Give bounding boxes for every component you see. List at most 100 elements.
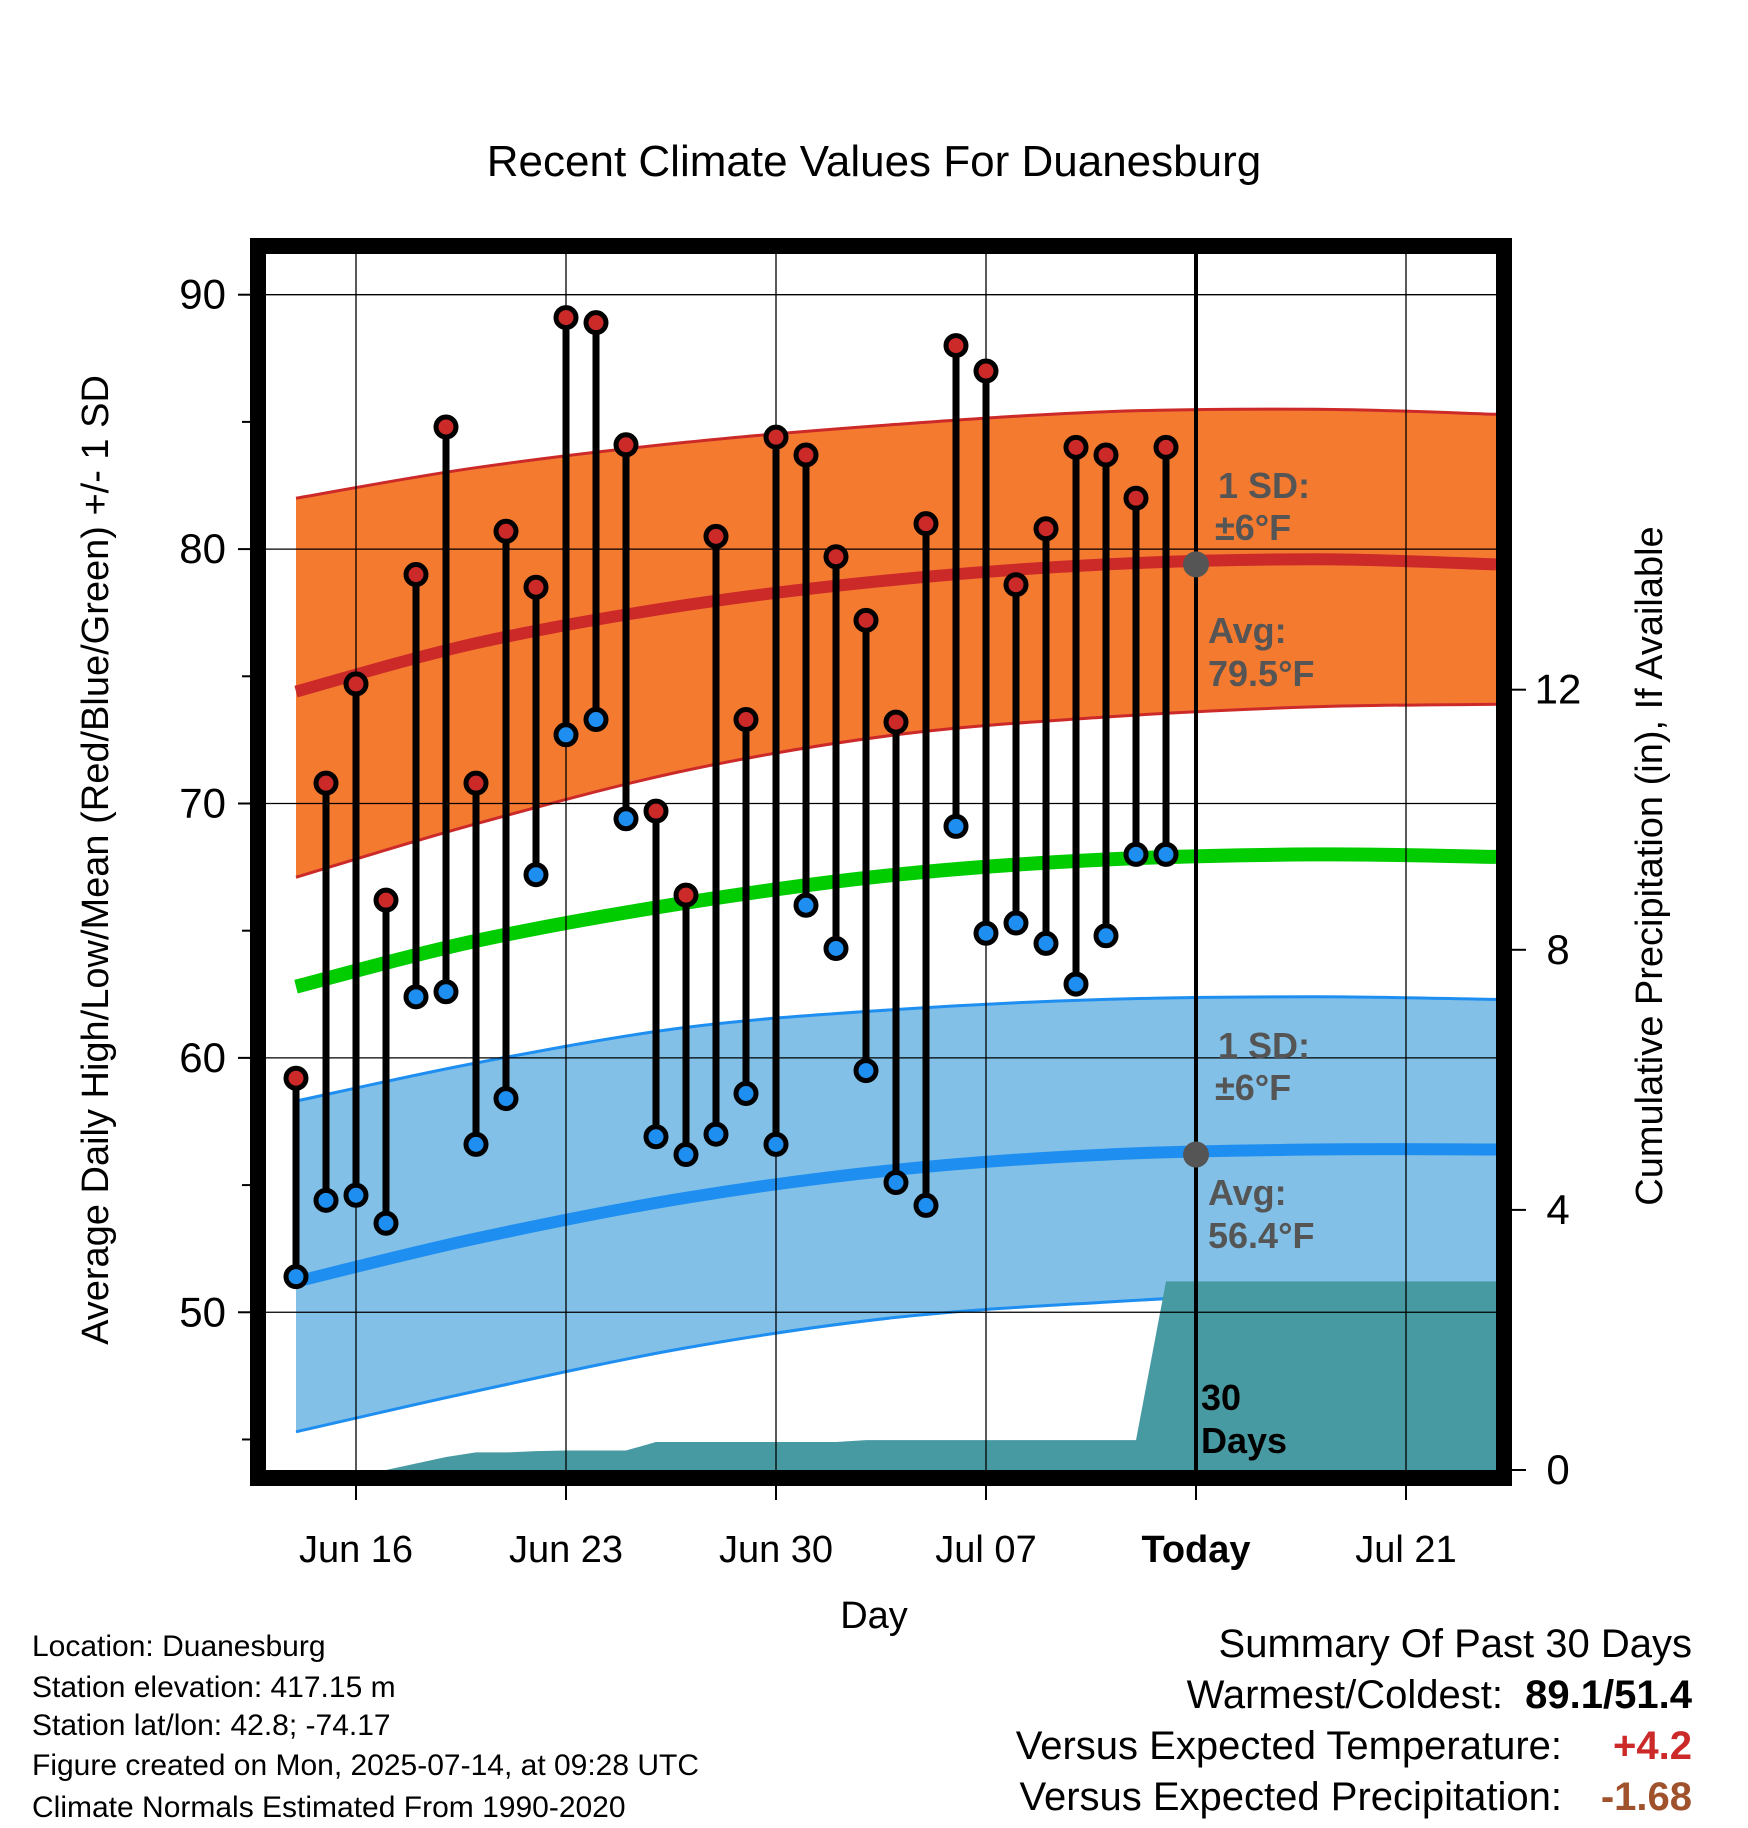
daily-high-point bbox=[1123, 485, 1149, 511]
daily-low-point bbox=[1093, 923, 1119, 949]
info-location: Location: Duanesburg bbox=[32, 1630, 326, 1663]
daily-low-point bbox=[433, 979, 459, 1005]
daily-low-point bbox=[1153, 841, 1179, 867]
daily-low-point bbox=[763, 1131, 789, 1157]
daily-high-point bbox=[433, 414, 459, 440]
info-latlon: Station lat/lon: 42.8; -74.17 bbox=[32, 1709, 391, 1742]
low-sd-label: 1 SD: bbox=[1218, 1025, 1310, 1066]
daily-low-point bbox=[943, 813, 969, 839]
daily-high-point bbox=[703, 523, 729, 549]
y2-tick-label: 8 bbox=[1546, 926, 1569, 973]
daily-high-point bbox=[373, 887, 399, 913]
temp-label: Versus Expected Temperature: bbox=[1015, 1724, 1562, 1768]
daily-low-point bbox=[823, 935, 849, 961]
y2-tick-label: 12 bbox=[1535, 666, 1582, 713]
daily-high-point bbox=[493, 518, 519, 544]
daily-low-point bbox=[283, 1264, 309, 1290]
x-tick-label: Jun 16 bbox=[299, 1529, 413, 1571]
daily-high-point bbox=[583, 310, 609, 336]
daily-low-point bbox=[553, 722, 579, 748]
daily-low-point bbox=[523, 862, 549, 888]
info-elevation: Station elevation: 417.15 m bbox=[32, 1671, 396, 1704]
y-tick-label: 50 bbox=[179, 1288, 226, 1335]
summary-precip: Versus Expected Precipitation: -1.68 bbox=[1019, 1777, 1692, 1817]
daily-high-point bbox=[1153, 434, 1179, 460]
daily-high-point bbox=[343, 671, 369, 697]
chart-title: Recent Climate Values For Duanesburg bbox=[487, 137, 1261, 186]
daily-low-point bbox=[793, 892, 819, 918]
x-tick-label: Jun 30 bbox=[719, 1529, 833, 1571]
daily-high-point bbox=[763, 424, 789, 450]
info-normals: Climate Normals Estimated From 1990-2020 bbox=[32, 1791, 626, 1824]
daily-high-point bbox=[463, 770, 489, 796]
period-label-number: 30 bbox=[1201, 1377, 1241, 1418]
annotations: 1 SD: ±6°F Avg: 79.5°F 1 SD: ±6°F Avg: 5… bbox=[1201, 465, 1314, 1461]
low-sd-value: ±6°F bbox=[1215, 1067, 1291, 1108]
daily-low-point bbox=[493, 1086, 519, 1112]
x-tick-label: Jun 23 bbox=[509, 1529, 623, 1571]
daily-low-point bbox=[1033, 930, 1059, 956]
y-tick-label: 60 bbox=[179, 1034, 226, 1081]
daily-high-point bbox=[853, 607, 879, 633]
daily-high-point bbox=[1093, 442, 1119, 468]
daily-high-point bbox=[973, 358, 999, 384]
y2-tick-label: 4 bbox=[1546, 1186, 1569, 1233]
daily-high-point bbox=[553, 305, 579, 331]
daily-high-point bbox=[403, 562, 429, 588]
daily-low-point bbox=[703, 1121, 729, 1147]
summary-warmest-coldest: Warmest/Coldest: 89.1/51.4 bbox=[1187, 1675, 1692, 1715]
high-sd-label: 1 SD: bbox=[1218, 465, 1310, 506]
daily-high-point bbox=[943, 333, 969, 359]
y2-tick-label: 0 bbox=[1546, 1446, 1569, 1493]
daily-low-point bbox=[343, 1182, 369, 1208]
y-tick-label: 80 bbox=[179, 525, 226, 572]
warmest-coldest-label: Warmest/Coldest: bbox=[1186, 1673, 1503, 1717]
daily-low-point bbox=[583, 707, 609, 733]
daily-low-point bbox=[643, 1124, 669, 1150]
summary-title-text: Summary Of Past 30 Days bbox=[1218, 1622, 1692, 1666]
daily-low-point bbox=[1063, 971, 1089, 997]
high-average-line bbox=[294, 553, 1496, 698]
high-sd-band-upper-edge bbox=[295, 407, 1496, 500]
y-tick-label: 70 bbox=[179, 779, 226, 826]
temp-value: +4.2 bbox=[1613, 1724, 1692, 1768]
daily-low-point bbox=[883, 1170, 909, 1196]
daily-low-point bbox=[313, 1187, 339, 1213]
warmest-coldest-value: 89.1/51.4 bbox=[1525, 1673, 1692, 1717]
daily-high-point bbox=[643, 798, 669, 824]
info-created: Figure created on Mon, 2025-07-14, at 09… bbox=[32, 1749, 700, 1782]
daily-high-point bbox=[613, 432, 639, 458]
high-sd-value: ±6°F bbox=[1215, 507, 1291, 548]
y-axis-label: Average Daily High/Low/Mean (Red/Blue/Gr… bbox=[75, 375, 117, 1345]
daily-high-point bbox=[883, 709, 909, 735]
precip-label: Versus Expected Precipitation: bbox=[1019, 1775, 1562, 1819]
today-high-marker bbox=[1183, 551, 1209, 578]
high-avg-value: 79.5°F bbox=[1208, 653, 1314, 694]
y-tick-label: 90 bbox=[179, 271, 226, 318]
daily-low-point bbox=[403, 984, 429, 1010]
daily-high-point bbox=[523, 574, 549, 600]
today-low-marker bbox=[1183, 1141, 1209, 1168]
daily-low-point bbox=[1003, 910, 1029, 936]
x-tick-label: Jul 07 bbox=[935, 1529, 1036, 1571]
summary-title: Summary Of Past 30 Days bbox=[1219, 1624, 1692, 1664]
observations bbox=[283, 305, 1179, 1290]
daily-low-point bbox=[913, 1192, 939, 1218]
plot-frame bbox=[250, 238, 1512, 1486]
daily-high-point bbox=[733, 707, 759, 733]
period-label-days: Days bbox=[1201, 1420, 1287, 1461]
precip-value: -1.68 bbox=[1600, 1775, 1692, 1819]
daily-high-point bbox=[793, 442, 819, 468]
x-tick-label: Today bbox=[1141, 1529, 1250, 1571]
daily-high-point bbox=[313, 770, 339, 796]
daily-low-point bbox=[373, 1210, 399, 1236]
low-avg-label: Avg: bbox=[1208, 1172, 1287, 1213]
precipitation-area bbox=[356, 1281, 1496, 1470]
daily-low-point bbox=[733, 1080, 759, 1106]
daily-low-point bbox=[463, 1131, 489, 1157]
y2-axis-label: Cumulative Precipitation (in), If Availa… bbox=[1629, 526, 1671, 1205]
daily-high-point bbox=[1033, 516, 1059, 542]
daily-high-point bbox=[283, 1065, 309, 1091]
x-axis-label: Day bbox=[840, 1595, 908, 1637]
daily-high-point bbox=[823, 544, 849, 570]
